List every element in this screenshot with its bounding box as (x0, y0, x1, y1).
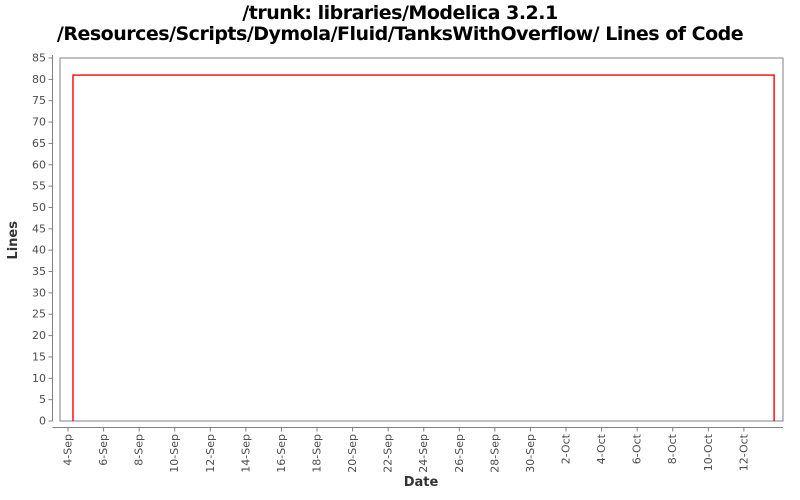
y-tick-label: 35 (32, 265, 46, 278)
x-tick-label: 14-Sep (239, 434, 252, 473)
x-tick-label: 12-Oct (737, 433, 750, 471)
x-tick-label: 2-Oct (560, 433, 573, 464)
y-tick-label: 75 (32, 94, 46, 107)
y-tick-label: 80 (32, 73, 46, 86)
y-tick-label: 15 (32, 350, 46, 363)
x-tick-label: 10-Sep (168, 434, 181, 473)
x-tick-label: 6-Oct (631, 433, 644, 464)
x-tick-label: 16-Sep (275, 434, 288, 473)
x-axis-title: Date (403, 475, 439, 490)
y-tick-label: 85 (32, 52, 46, 65)
x-tick-label: 30-Sep (524, 434, 537, 473)
y-axis-title: Lines (6, 221, 21, 260)
y-tick-label: 50 (32, 201, 46, 214)
y-tick-label: 20 (32, 329, 46, 342)
x-tick-label: 4-Oct (595, 433, 608, 464)
x-tick-label: 24-Sep (417, 434, 430, 473)
x-tick-label: 4-Sep (62, 434, 75, 466)
loc-series-line (72, 74, 775, 421)
x-tick-label: 18-Sep (311, 434, 324, 473)
y-tick-label: 40 (32, 244, 46, 257)
x-tick-label: 6-Sep (97, 434, 110, 466)
x-tick-label: 26-Sep (453, 434, 466, 473)
y-tick-label: 10 (32, 372, 46, 385)
y-tick-label: 65 (32, 137, 46, 150)
y-tick-label: 60 (32, 158, 46, 171)
x-tick-label: 20-Sep (346, 434, 359, 473)
plot-border (59, 57, 784, 422)
y-tick-label: 5 (39, 393, 46, 406)
y-tick-label: 30 (32, 286, 46, 299)
chart-title-line1: /trunk: libraries/Modelica 3.2.1 (242, 2, 558, 24)
chart-title-line2: /Resources/Scripts/Dymola/Fluid/TanksWit… (56, 23, 744, 45)
x-tick-label: 8-Sep (133, 434, 146, 466)
chart-title: /trunk: libraries/Modelica 3.2.1 /Resour… (0, 3, 800, 45)
x-tick-label: 8-Oct (666, 433, 679, 464)
y-tick-label: 70 (32, 116, 46, 129)
y-tick-label: 45 (32, 222, 46, 235)
y-tick-label: 25 (32, 308, 46, 321)
y-tick-label: 0 (39, 415, 46, 428)
x-tick-label: 10-Oct (702, 433, 715, 471)
x-tick-label: 22-Sep (382, 434, 395, 473)
x-tick-label: 28-Sep (488, 434, 501, 473)
x-tick-label: 12-Sep (204, 434, 217, 473)
y-tick-label: 55 (32, 180, 46, 193)
